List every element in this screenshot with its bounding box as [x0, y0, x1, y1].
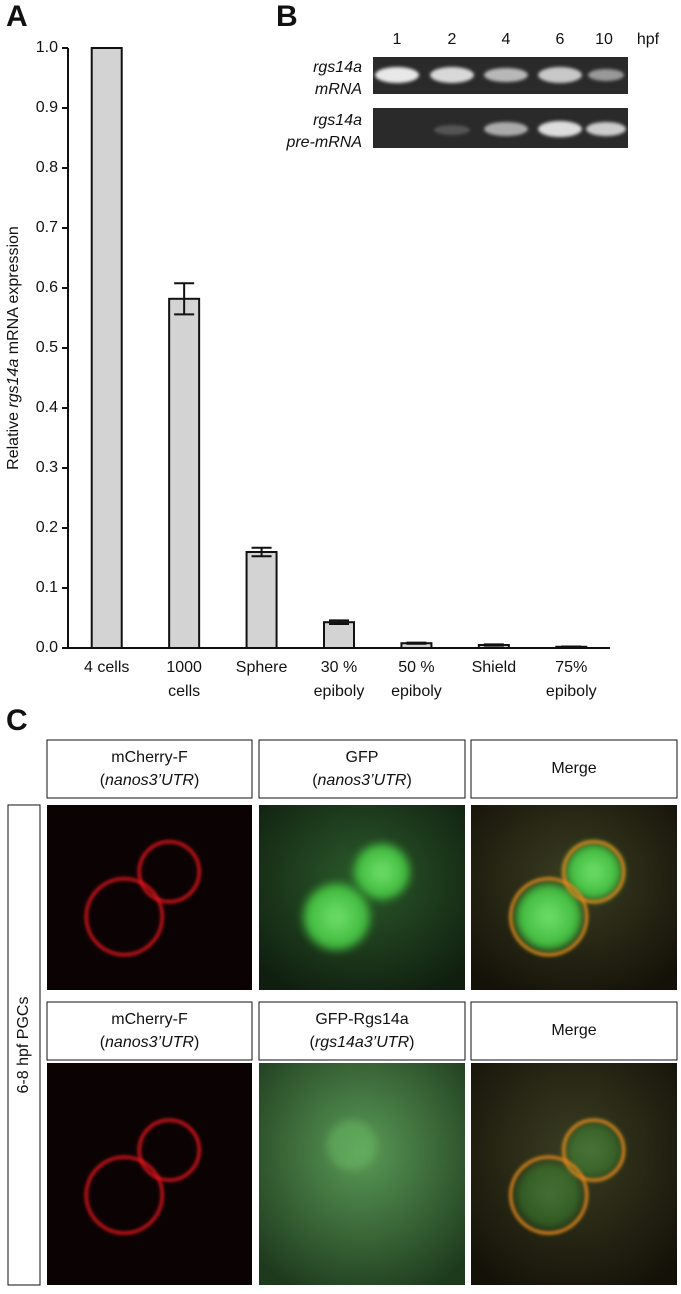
- header-text-part: nanos3’UTR: [105, 772, 194, 789]
- header-text-part: ): [194, 1034, 199, 1051]
- image-bg: [259, 1063, 465, 1285]
- y-axis-label-part: rgs14a: [5, 359, 22, 408]
- bar: [168, 297, 201, 649]
- header-box: [46, 1001, 253, 1061]
- micrograph: [471, 1063, 677, 1285]
- cell-glow: [510, 878, 587, 955]
- y-axis-label-part: mRNA expression: [5, 226, 22, 359]
- y-tick-label: 0.2: [36, 519, 58, 536]
- header-text-part: nanos3’UTR: [318, 772, 407, 789]
- y-tick-label: 0.6: [36, 279, 58, 296]
- x-tick-label: 75%: [555, 659, 587, 676]
- cell-glow: [561, 1118, 626, 1183]
- header-text-part: ): [409, 1034, 414, 1051]
- cell-membrane: [509, 877, 589, 957]
- x-tick-label: epiboly: [391, 683, 442, 700]
- header-text-part: nanos3’UTR: [105, 1034, 194, 1051]
- x-tick-label: 4 cells: [84, 659, 129, 676]
- header-text-part: (: [100, 772, 106, 789]
- x-tick-label: 50 %: [398, 659, 434, 676]
- lane-label: 10: [595, 31, 613, 48]
- x-tick-label: epiboly: [546, 683, 597, 700]
- image-bg: [47, 805, 252, 990]
- gel-bands: [375, 67, 626, 137]
- x-tick-label: 30 %: [321, 659, 357, 676]
- header-text: mCherry-F: [111, 749, 188, 766]
- micrograph: [471, 805, 677, 990]
- header-box: [470, 1001, 678, 1061]
- header-text-part: (: [312, 772, 318, 789]
- header-text-part: rgs14a3’UTR: [315, 1034, 410, 1051]
- row-label: mRNA: [315, 81, 362, 98]
- x-tick-label: epiboly: [314, 683, 365, 700]
- micrograph: [47, 1063, 252, 1285]
- y-tick-label: 0.4: [36, 399, 58, 416]
- header-text: (nanos3’UTR): [100, 772, 200, 789]
- panel-label: C: [6, 704, 28, 737]
- x-tick-label: Shield: [472, 659, 516, 676]
- bar: [245, 551, 278, 649]
- cell-membrane: [84, 1155, 164, 1235]
- header-text: (nanos3’UTR): [100, 1034, 200, 1051]
- y-tick-label: 0.0: [36, 639, 58, 656]
- cell-membrane: [562, 840, 626, 904]
- y-axis-label: Relative rgs14a mRNA expression: [5, 226, 22, 470]
- unit-label: hpf: [637, 31, 660, 48]
- header-box: [470, 739, 678, 799]
- row-label: rgs14a: [313, 59, 362, 76]
- x-tick-label: cells: [168, 683, 200, 700]
- header-text-part: ): [194, 772, 199, 789]
- header-box: [258, 1001, 466, 1061]
- header-text: (rgs14a3’UTR): [310, 1034, 415, 1051]
- cell-glow: [349, 839, 414, 904]
- bar: [323, 621, 355, 650]
- micrograph: [259, 1063, 465, 1285]
- y-axis-label-part: Relative: [5, 408, 22, 470]
- y-tick-label: 0.8: [36, 159, 58, 176]
- header-box: [46, 739, 253, 799]
- header-text-part: (: [100, 1034, 106, 1051]
- lane-label: 1: [393, 31, 402, 48]
- y-tick-label: 0.5: [36, 339, 58, 356]
- lane-label: 4: [502, 31, 511, 48]
- row-label: rgs14a: [313, 112, 362, 129]
- header-text: GFP: [346, 749, 379, 766]
- micrograph: [259, 805, 465, 990]
- y-tick-label: 0.7: [36, 219, 58, 236]
- x-tick-label: Sphere: [236, 659, 288, 676]
- side-box: [7, 804, 41, 1286]
- cell-membrane: [562, 1118, 626, 1182]
- lane-label: 2: [448, 31, 457, 48]
- panel-label: B: [276, 0, 298, 33]
- header-text-part: (: [310, 1034, 316, 1051]
- header-box: [258, 739, 466, 799]
- header-text: Merge: [551, 760, 596, 777]
- header-text: mCherry-F: [111, 1011, 188, 1028]
- cell-membrane: [509, 1155, 589, 1235]
- y-tick-label: 0.1: [36, 579, 58, 596]
- header-text: (nanos3’UTR): [312, 772, 412, 789]
- row-label: pre-mRNA: [285, 134, 362, 151]
- cell-glow: [326, 1120, 377, 1171]
- y-tick-label: 0.3: [36, 459, 58, 476]
- cell-glow: [510, 1157, 587, 1234]
- x-tick-label: 1000: [166, 659, 202, 676]
- y-tick-label: 0.9: [36, 99, 58, 116]
- header-text-part: ): [406, 772, 411, 789]
- cell-glow: [561, 839, 626, 904]
- cell-glow: [298, 878, 375, 955]
- header-text: GFP-Rgs14a: [315, 1011, 408, 1028]
- cell-membrane: [84, 877, 164, 957]
- micrograph: [47, 805, 252, 990]
- bar: [90, 47, 123, 649]
- cell-membrane: [137, 1118, 201, 1182]
- side-label: 6-8 hpf PGCs: [15, 997, 32, 1094]
- panel-label: A: [6, 0, 28, 33]
- y-tick-label: 1.0: [36, 39, 58, 56]
- cell-membrane: [137, 840, 201, 904]
- lane-label: 6: [556, 31, 565, 48]
- header-text: Merge: [551, 1022, 596, 1039]
